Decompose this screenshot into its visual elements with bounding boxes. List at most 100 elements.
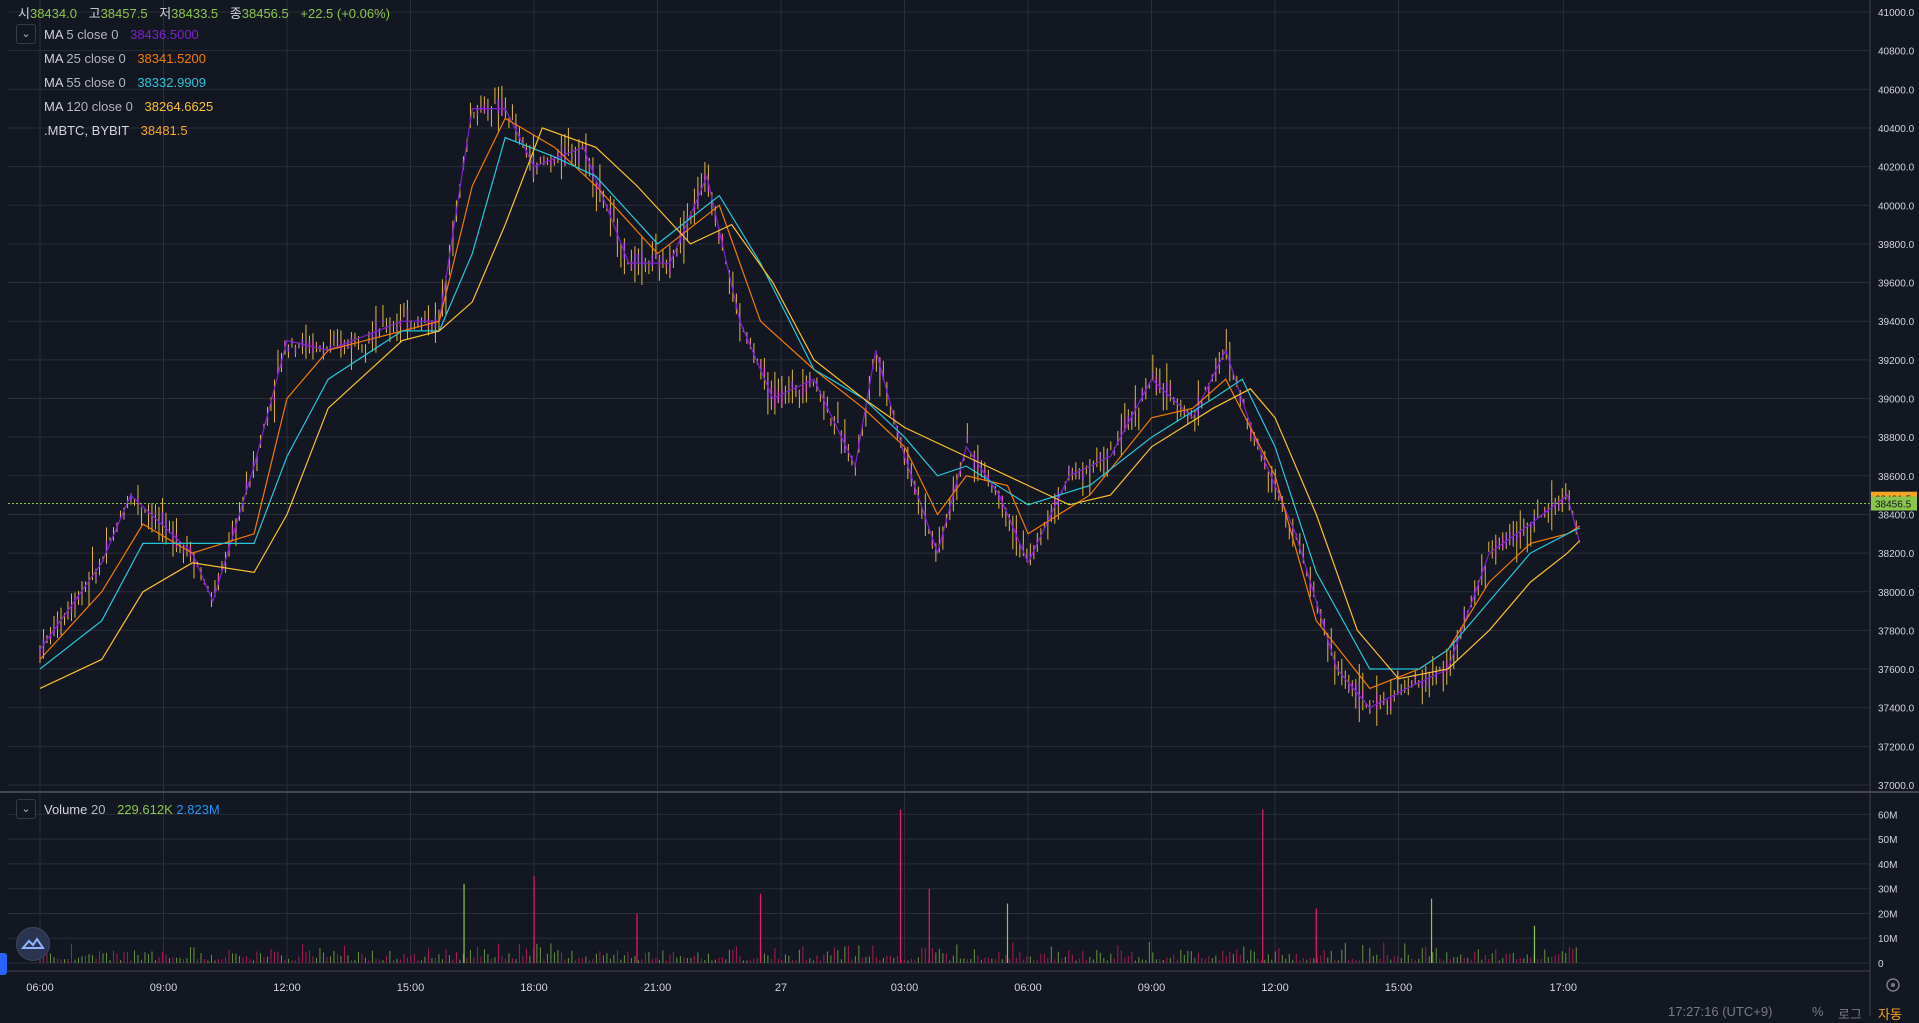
y-tick-label: 40200.0 bbox=[1878, 163, 1915, 174]
y-tick-label: 37800.0 bbox=[1878, 626, 1915, 637]
indicator-params: 120 close 0 bbox=[66, 99, 133, 114]
mountain-icon bbox=[20, 937, 45, 949]
x-tick-label: 17:00 bbox=[1550, 982, 1578, 994]
indicator-name: MA bbox=[44, 75, 63, 90]
indicator-params: 5 close 0 bbox=[66, 27, 119, 42]
y-tick-label: 37400.0 bbox=[1878, 704, 1915, 715]
indicator-value: 38264.6625 bbox=[144, 99, 214, 114]
volume-tick-label: 40M bbox=[1878, 860, 1897, 871]
price-badge-bg bbox=[1871, 496, 1917, 511]
volume-tick-label: 10M bbox=[1878, 934, 1897, 945]
percent-toggle[interactable]: % bbox=[1812, 1004, 1824, 1019]
volume-value: 229.612K bbox=[117, 802, 173, 817]
y-tick-label: 39200.0 bbox=[1878, 356, 1915, 367]
x-tick-label: 15:00 bbox=[397, 982, 425, 994]
indicator-name: MA bbox=[44, 27, 63, 42]
open-value: 38434.0 bbox=[29, 6, 77, 21]
indicator-value: 38332.9909 bbox=[137, 75, 206, 90]
x-tick-label: 27 bbox=[775, 982, 787, 994]
indicator-ma120[interactable]: MA 120 close 0 38264.6625 bbox=[44, 99, 213, 114]
volume-bars bbox=[39, 809, 1577, 963]
price-badge-label: 38456.5 bbox=[1875, 500, 1912, 511]
log-toggle[interactable]: 로그 bbox=[1838, 1007, 1862, 1022]
x-tick-label: 06:00 bbox=[1014, 982, 1042, 994]
y-tick-label: 38200.0 bbox=[1878, 549, 1915, 560]
clock-readout: 17:27:16 (UTC+9) bbox=[1668, 1004, 1773, 1019]
x-tick-label: 12:00 bbox=[1261, 982, 1289, 994]
ma-line-0 bbox=[39, 108, 1581, 709]
volume-collapse-button[interactable]: ⌄ bbox=[16, 799, 36, 819]
y-tick-label: 39600.0 bbox=[1878, 279, 1915, 290]
indicator-value: 38436.5000 bbox=[130, 27, 199, 42]
chevron-down-icon: ⌄ bbox=[21, 803, 31, 815]
y-tick-label: 37000.0 bbox=[1878, 781, 1915, 792]
y-tick-label: 39000.0 bbox=[1878, 395, 1915, 406]
indicator-ma55[interactable]: MA 55 close 0 38332.9909 bbox=[44, 75, 206, 90]
x-tick-label: 18:00 bbox=[520, 982, 548, 994]
change-value: +22.5 (+0.06%) bbox=[300, 6, 390, 21]
x-tick-label: 12:00 bbox=[273, 982, 301, 994]
volume-tick-label: 60M bbox=[1878, 810, 1897, 821]
y-tick-label: 40400.0 bbox=[1878, 124, 1915, 135]
symbol-name: .MBTC, BYBIT bbox=[44, 123, 129, 138]
indicator-params: 55 close 0 bbox=[66, 75, 126, 90]
y-tick-label: 38600.0 bbox=[1878, 472, 1915, 483]
ma-line-3 bbox=[39, 127, 1581, 689]
y-tick-label: 37600.0 bbox=[1878, 665, 1915, 676]
volume-tick-label: 30M bbox=[1878, 885, 1897, 896]
y-tick-label: 39800.0 bbox=[1878, 240, 1915, 251]
indicator-params: 25 close 0 bbox=[66, 51, 126, 66]
indicator-ma5[interactable]: MA 5 close 0 38436.5000 bbox=[44, 27, 199, 42]
legend-collapse-button[interactable]: ⌄ bbox=[16, 24, 36, 44]
close-label: 종 bbox=[229, 6, 242, 21]
volume-tick-label: 20M bbox=[1878, 909, 1897, 920]
low-label: 저 bbox=[159, 6, 172, 21]
high-label: 고 bbox=[88, 6, 101, 21]
open-label: 시 bbox=[18, 6, 30, 21]
y-tick-label: 40000.0 bbox=[1878, 201, 1915, 212]
x-tick-label: 09:00 bbox=[1138, 982, 1166, 994]
cloud-logo-icon[interactable] bbox=[16, 927, 50, 961]
close-value: 38456.5 bbox=[241, 6, 289, 21]
ohlc-readout: 시38434.0 고38457.5 저38433.5 종38456.5 +22.… bbox=[18, 3, 398, 22]
y-tick-label: 40800.0 bbox=[1878, 47, 1915, 58]
y-tick-label: 41000.0 bbox=[1878, 8, 1915, 19]
indicator-value: 38341.5200 bbox=[137, 51, 206, 66]
volume-tick-label: 50M bbox=[1878, 835, 1897, 846]
volume-tick-label: 0 bbox=[1878, 959, 1884, 970]
x-tick-label: 15:00 bbox=[1385, 982, 1413, 994]
gear-icon[interactable] bbox=[1886, 978, 1900, 992]
y-tick-label: 38800.0 bbox=[1878, 433, 1915, 444]
gear-ring bbox=[1886, 978, 1900, 992]
chevron-down-icon: ⌄ bbox=[21, 28, 31, 40]
low-value: 38433.5 bbox=[171, 6, 219, 21]
price-badges: 38481.538456.5 bbox=[1871, 491, 1917, 511]
x-tick-label: 21:00 bbox=[644, 982, 672, 994]
volume-legend[interactable]: Volume 20 229.612K 2.823M bbox=[44, 802, 220, 817]
indicator-name: MA bbox=[44, 51, 63, 66]
y-tick-label: 40600.0 bbox=[1878, 85, 1915, 96]
x-tick-label: 09:00 bbox=[150, 982, 178, 994]
symbol-value: 38481.5 bbox=[140, 123, 188, 138]
y-tick-label: 38400.0 bbox=[1878, 510, 1915, 521]
indicator-ma25[interactable]: MA 25 close 0 38341.5200 bbox=[44, 51, 206, 66]
volume-ma-value: 2.823M bbox=[176, 802, 220, 817]
symbol-legend[interactable]: .MBTC, BYBIT 38481.5 bbox=[44, 123, 188, 138]
volume-params: 20 bbox=[91, 802, 106, 817]
volume-name: Volume bbox=[44, 802, 88, 817]
auto-toggle[interactable]: 자동 bbox=[1878, 1007, 1902, 1022]
ma-line-1 bbox=[39, 117, 1581, 690]
grid-lines bbox=[8, 0, 1870, 964]
price-badge: 38456.5 bbox=[1871, 496, 1917, 511]
high-value: 38457.5 bbox=[100, 6, 148, 21]
x-tick-label: 03:00 bbox=[891, 982, 919, 994]
gear-center bbox=[1891, 983, 1895, 987]
indicator-name: MA bbox=[44, 99, 63, 114]
y-tick-label: 39400.0 bbox=[1878, 317, 1915, 328]
pane-resize-handle[interactable] bbox=[0, 953, 7, 975]
moving-average-lines bbox=[8, 108, 1870, 709]
y-tick-label: 37200.0 bbox=[1878, 742, 1915, 753]
x-tick-label: 06:00 bbox=[26, 982, 54, 994]
